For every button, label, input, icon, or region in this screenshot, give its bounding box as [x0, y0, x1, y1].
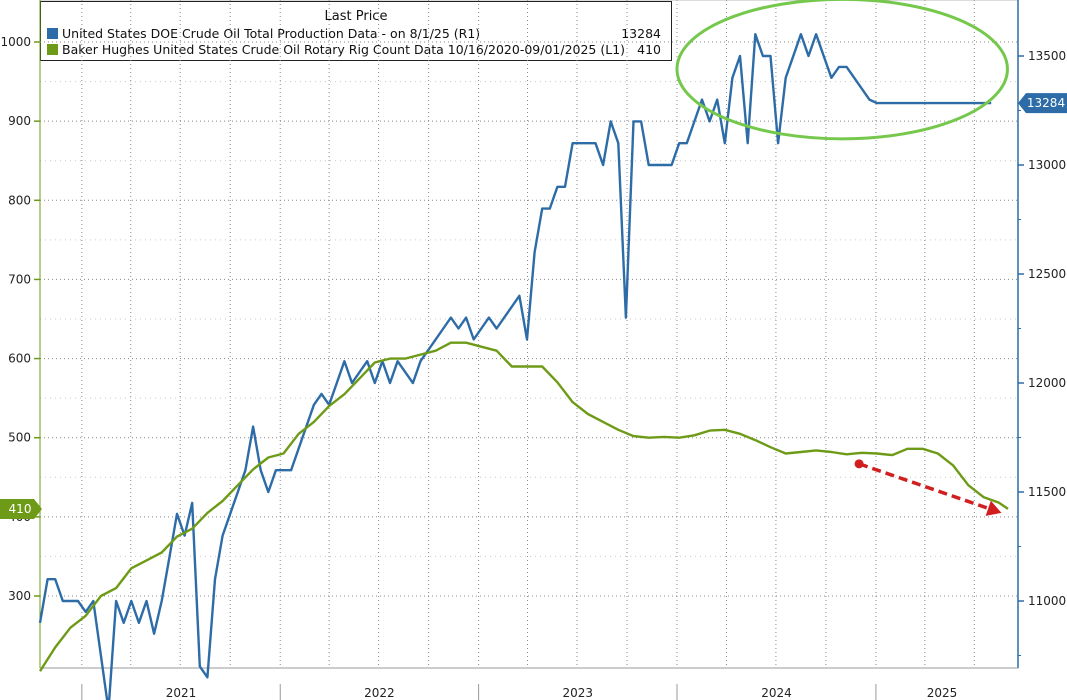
rig-count-series-line [38, 341, 1009, 672]
grid-lines [40, 0, 1018, 668]
chart-legend: Last Price United States DOE Crude Oil T… [40, 1, 672, 61]
left-axis-tick-label: 800 [8, 193, 31, 207]
legend-swatch-rig-count [47, 44, 58, 55]
legend-entry-production: United States DOE Crude Oil Total Produc… [47, 26, 665, 42]
trend-arrow-shaft [858, 462, 989, 510]
highlight-ellipse [675, 0, 1009, 141]
right-axis-tick-label: 11500 [1028, 485, 1066, 499]
legend-value-rig-count: 410 [637, 42, 661, 57]
annotations [675, 0, 1009, 516]
right-axis-tick-label: 12000 [1028, 376, 1066, 390]
left-axis-tick-label: 900 [8, 114, 31, 128]
right-last-value-tag: 13284 [1027, 96, 1065, 110]
right-axis-tick-label: 13000 [1028, 158, 1066, 172]
legend-header: Last Price [324, 9, 388, 24]
right-axis-tick-label: 12500 [1028, 267, 1066, 281]
legend-entry-rig-count: Baker Hughes United States Crude Oil Rot… [47, 42, 665, 58]
left-axis-tick-label: 700 [8, 272, 31, 286]
last-value-tags: 410 13284 [0, 93, 1067, 519]
legend-value-production: 13284 [621, 26, 661, 41]
left-axis-tick-label: 300 [8, 589, 31, 603]
production-series-line [38, 33, 992, 700]
x-axis-tick-label: 2024 [761, 686, 792, 700]
legend-label-production: United States DOE Crude Oil Total Produc… [62, 26, 481, 41]
left-axis-tick-label: 500 [8, 431, 31, 445]
legend-label-rig-count: Baker Hughes United States Crude Oil Rot… [62, 42, 626, 57]
left-axis-tick-label: 600 [8, 352, 31, 366]
series-lines [38, 33, 1009, 700]
left-axis-tick-label: 1000 [0, 35, 31, 49]
x-axis-tick-label: 2025 [927, 686, 958, 700]
left-last-value-tag: 410 [9, 502, 32, 516]
trend-arrow-head [985, 500, 1002, 516]
left-last-value-tag-bg [0, 498, 42, 519]
x-axis-tick-label: 2021 [166, 686, 197, 700]
x-axis-tick-label: 2022 [364, 686, 395, 700]
x-axis-tick-label: 2023 [563, 686, 594, 700]
right-last-value-tag-bg [1018, 93, 1067, 114]
right-axis-tick-label: 11000 [1028, 594, 1066, 608]
legend-swatch-production [47, 28, 58, 39]
right-axis-tick-label: 13500 [1028, 49, 1066, 63]
